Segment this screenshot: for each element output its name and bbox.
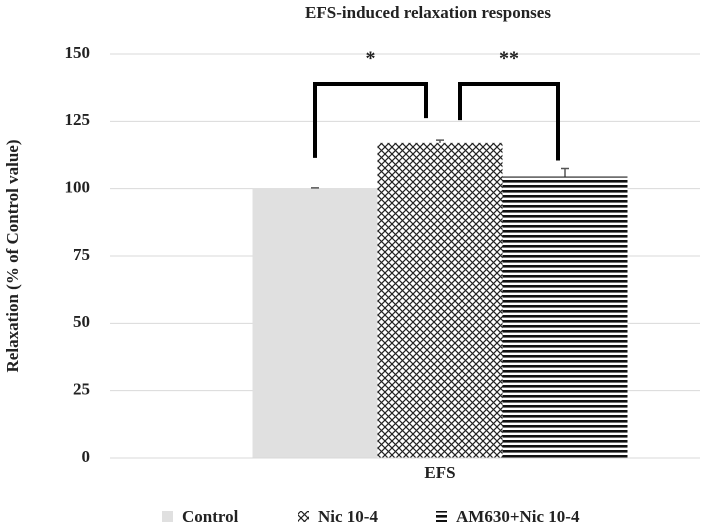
y-tick-label: 150: [65, 43, 91, 62]
legend-swatch: [162, 511, 173, 522]
y-tick-label: 50: [73, 312, 90, 331]
y-tick-label: 75: [73, 245, 90, 264]
bar: [502, 176, 628, 458]
error-bar: [561, 167, 569, 177]
y-tick-label: 100: [65, 178, 91, 197]
x-tick-label: EFS: [424, 463, 455, 482]
significance-bracket: [313, 82, 428, 158]
y-tick-label: 25: [73, 380, 90, 399]
y-axis-label: Relaxation (% of Control value): [3, 140, 22, 373]
error-bar: [311, 187, 319, 189]
legend-swatch: [298, 511, 309, 522]
bar: [252, 188, 378, 458]
significance-bracket: [458, 82, 560, 161]
y-tick-label: 125: [65, 110, 91, 129]
legend-label: Nic 10-4: [318, 507, 378, 526]
legend-label: AM630+Nic 10-4: [456, 507, 580, 526]
legend-swatch: [436, 511, 447, 522]
error-bar: [436, 139, 444, 143]
legend-label: Control: [182, 507, 239, 526]
y-tick-label: 0: [82, 447, 91, 466]
significance-label: **: [499, 48, 519, 70]
bar: [377, 142, 503, 458]
significance-label: *: [366, 48, 376, 70]
chart-title: EFS-induced relaxation responses: [305, 3, 551, 22]
